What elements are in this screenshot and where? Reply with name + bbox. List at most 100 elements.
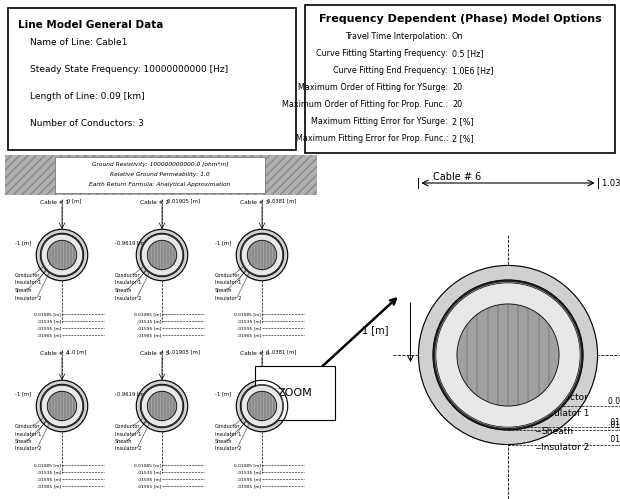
Text: 0.5 [Hz]: 0.5 [Hz] bbox=[452, 49, 484, 58]
Text: -1 [m]: -1 [m] bbox=[15, 392, 32, 397]
Text: -1 [m]: -1 [m] bbox=[15, 241, 32, 246]
Text: 0.01085 [m]: 0.01085 [m] bbox=[234, 463, 261, 467]
Circle shape bbox=[47, 391, 77, 421]
Text: Insulator 1: Insulator 1 bbox=[115, 432, 141, 437]
Text: -1 [m]: -1 [m] bbox=[215, 241, 231, 246]
Text: .01535 [m]: .01535 [m] bbox=[137, 319, 161, 323]
Text: Conductor: Conductor bbox=[541, 393, 588, 402]
Text: Steady State Frequency: 10000000000 [Hz]: Steady State Frequency: 10000000000 [Hz] bbox=[30, 65, 228, 74]
Text: 20: 20 bbox=[452, 100, 462, 109]
Circle shape bbox=[141, 385, 183, 427]
Text: Maximum Order of Fitting for YSurge:: Maximum Order of Fitting for YSurge: bbox=[298, 83, 448, 92]
Text: 0.01085 [m]: 0.01085 [m] bbox=[34, 312, 61, 316]
Circle shape bbox=[37, 380, 87, 432]
Text: Sheath: Sheath bbox=[115, 439, 133, 444]
Text: Sheath: Sheath bbox=[541, 427, 573, 436]
Text: 1.0E6 [Hz]: 1.0E6 [Hz] bbox=[452, 66, 494, 75]
Text: .01905 [m]: .01905 [m] bbox=[137, 484, 161, 488]
Circle shape bbox=[241, 234, 283, 276]
Text: ZOOM: ZOOM bbox=[278, 388, 312, 398]
Text: Cable # 3: Cable # 3 bbox=[240, 200, 269, 205]
Text: Insulator 1: Insulator 1 bbox=[115, 280, 141, 285]
Text: 1.01905 [m]: 1.01905 [m] bbox=[167, 349, 200, 354]
Text: Insulator 2: Insulator 2 bbox=[215, 447, 241, 452]
Circle shape bbox=[141, 384, 184, 428]
Text: Insulator 1: Insulator 1 bbox=[215, 432, 241, 437]
Text: Conductor: Conductor bbox=[15, 424, 40, 429]
Text: -0.9619 [m]: -0.9619 [m] bbox=[115, 241, 146, 246]
Text: .01595 [m]: .01595 [m] bbox=[237, 477, 261, 481]
Text: Sheath: Sheath bbox=[115, 288, 133, 293]
Circle shape bbox=[37, 229, 87, 281]
Text: 1.0381 [m]: 1.0381 [m] bbox=[601, 179, 620, 188]
Circle shape bbox=[241, 384, 283, 428]
Text: Insulator 1: Insulator 1 bbox=[15, 432, 42, 437]
Circle shape bbox=[148, 241, 177, 269]
Text: Curve Fitting Starting Frequency:: Curve Fitting Starting Frequency: bbox=[316, 49, 448, 58]
Bar bbox=[55, 157, 265, 193]
Circle shape bbox=[141, 234, 183, 276]
Text: Name of Line: Cable1: Name of Line: Cable1 bbox=[30, 38, 127, 47]
Text: Cable # 6: Cable # 6 bbox=[433, 172, 481, 182]
Text: .01595 [m]: .01595 [m] bbox=[37, 326, 61, 330]
Text: .01905 [m]: .01905 [m] bbox=[37, 333, 61, 337]
Text: Length of Line: 0.09 [km]: Length of Line: 0.09 [km] bbox=[30, 92, 144, 101]
Text: Number of Conductors: 3: Number of Conductors: 3 bbox=[30, 119, 144, 128]
Text: Maximum Fitting Error for YSurge:: Maximum Fitting Error for YSurge: bbox=[311, 117, 448, 126]
Circle shape bbox=[247, 241, 277, 269]
Bar bbox=[5, 155, 317, 195]
Text: Cable # 5: Cable # 5 bbox=[140, 351, 169, 356]
Text: 2 [%]: 2 [%] bbox=[452, 134, 474, 143]
Circle shape bbox=[236, 380, 288, 432]
Text: Conductor: Conductor bbox=[215, 424, 241, 429]
Text: Cable # 2: Cable # 2 bbox=[140, 200, 169, 205]
Circle shape bbox=[47, 241, 77, 269]
Text: Insulator 1: Insulator 1 bbox=[215, 280, 241, 285]
Text: Relative Ground Permeability: 1.0: Relative Ground Permeability: 1.0 bbox=[110, 172, 210, 177]
Text: .01595 [m]: .01595 [m] bbox=[137, 477, 161, 481]
Text: .01595 [m]: .01595 [m] bbox=[137, 326, 161, 330]
Text: Frequency Dependent (Phase) Model Options: Frequency Dependent (Phase) Model Option… bbox=[319, 14, 601, 24]
Text: 2 [%]: 2 [%] bbox=[452, 117, 474, 126]
Text: 1.0 [m]: 1.0 [m] bbox=[67, 349, 87, 354]
Text: .01535 [m]: .01535 [m] bbox=[237, 319, 261, 323]
Circle shape bbox=[148, 391, 177, 421]
Text: Insulator 2: Insulator 2 bbox=[541, 444, 589, 453]
Text: Insulator 1: Insulator 1 bbox=[15, 280, 42, 285]
Text: Insulator 2: Insulator 2 bbox=[115, 295, 141, 300]
Text: Insulator 2: Insulator 2 bbox=[15, 295, 42, 300]
Text: Sheath: Sheath bbox=[15, 288, 32, 293]
Text: .01595 [m]: .01595 [m] bbox=[37, 477, 61, 481]
Text: 0.01085 [m]: 0.01085 [m] bbox=[134, 463, 161, 467]
Text: Conductor: Conductor bbox=[115, 424, 141, 429]
Text: .01595 [m]: .01595 [m] bbox=[608, 420, 620, 429]
Circle shape bbox=[436, 283, 580, 427]
Text: Conductor: Conductor bbox=[15, 273, 40, 278]
Circle shape bbox=[236, 229, 288, 281]
Bar bbox=[8, 8, 296, 150]
Text: 0.0381 [m]: 0.0381 [m] bbox=[267, 198, 296, 203]
Text: .01535 [m]: .01535 [m] bbox=[37, 319, 61, 323]
Text: .01905 [m]: .01905 [m] bbox=[608, 435, 620, 444]
Circle shape bbox=[433, 280, 583, 430]
Circle shape bbox=[457, 304, 559, 406]
Circle shape bbox=[136, 229, 188, 281]
Text: Sheath: Sheath bbox=[215, 439, 232, 444]
Text: .01595 [m]: .01595 [m] bbox=[237, 326, 261, 330]
Text: Line Model General Data: Line Model General Data bbox=[18, 20, 164, 30]
Text: 1.0381 [m]: 1.0381 [m] bbox=[267, 349, 296, 354]
Text: 0.01085 [m]: 0.01085 [m] bbox=[234, 312, 261, 316]
Text: Earth Return Formula: Analytical Approximation: Earth Return Formula: Analytical Approxi… bbox=[89, 182, 231, 187]
Text: .01535 [m]: .01535 [m] bbox=[137, 470, 161, 474]
Text: 0.01905 [m]: 0.01905 [m] bbox=[167, 198, 200, 203]
Text: Maximum Order of Fitting for Prop. Func.:: Maximum Order of Fitting for Prop. Func.… bbox=[282, 100, 448, 109]
Text: -0.9619 [m]: -0.9619 [m] bbox=[115, 392, 146, 397]
Circle shape bbox=[418, 265, 598, 445]
Text: Ground Resistivity: 100000000000.0 [ohm*m]: Ground Resistivity: 100000000000.0 [ohm*… bbox=[92, 162, 228, 167]
Circle shape bbox=[42, 385, 82, 427]
Text: 0.01085 [m]: 0.01085 [m] bbox=[608, 396, 620, 405]
Text: Cable # 4: Cable # 4 bbox=[40, 351, 69, 356]
Text: 1 [m]: 1 [m] bbox=[362, 325, 389, 335]
Text: 0.01085 [m]: 0.01085 [m] bbox=[134, 312, 161, 316]
Text: -1 [m]: -1 [m] bbox=[215, 392, 231, 397]
